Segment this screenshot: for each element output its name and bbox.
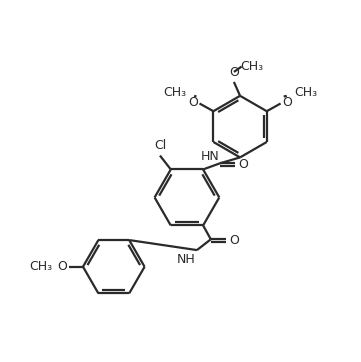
Text: O: O bbox=[229, 66, 239, 79]
Text: O: O bbox=[282, 96, 292, 109]
Text: CH₃: CH₃ bbox=[240, 60, 263, 73]
Text: CH₃: CH₃ bbox=[163, 86, 186, 99]
Text: O: O bbox=[58, 260, 68, 273]
Text: O: O bbox=[239, 157, 248, 171]
Text: Cl: Cl bbox=[154, 139, 166, 152]
Text: HN: HN bbox=[201, 150, 219, 163]
Text: CH₃: CH₃ bbox=[295, 86, 318, 99]
Text: O: O bbox=[229, 233, 239, 247]
Text: NH: NH bbox=[177, 253, 195, 266]
Text: CH₃: CH₃ bbox=[29, 260, 52, 273]
Text: O: O bbox=[188, 96, 198, 109]
